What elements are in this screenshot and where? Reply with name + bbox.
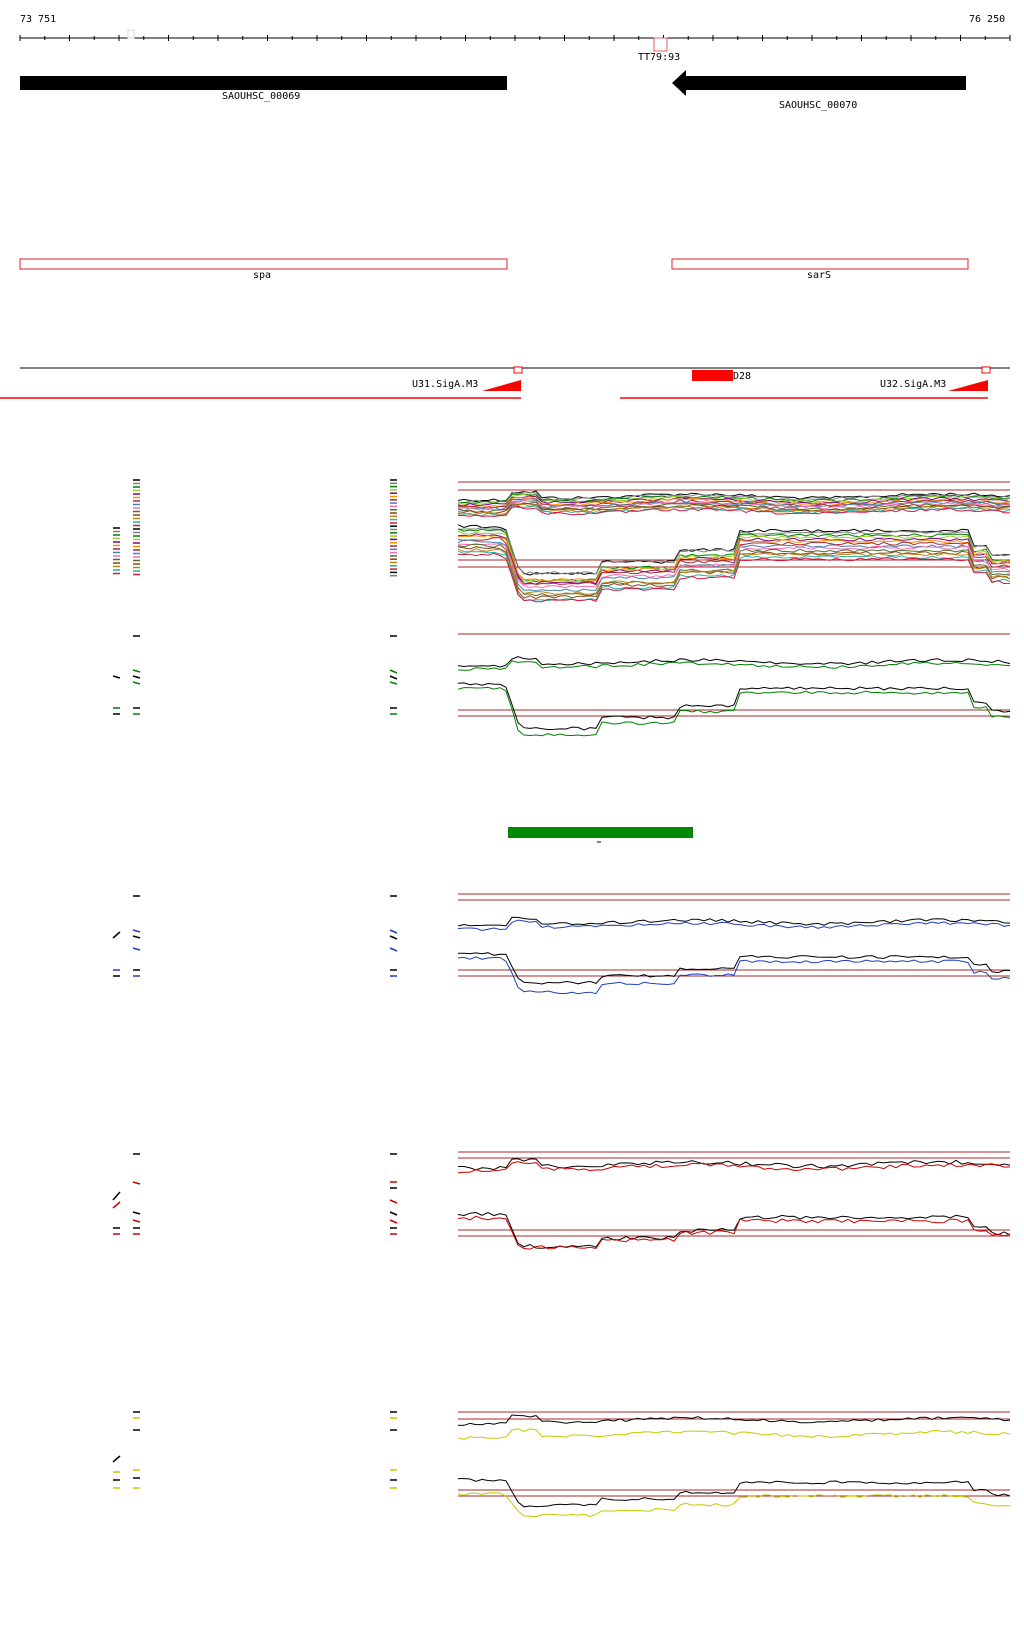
promoter-wedge-U32[interactable] bbox=[948, 380, 988, 391]
expression-trace-upper bbox=[458, 498, 1011, 509]
expression-trace-upper bbox=[457, 916, 1011, 927]
ruler-ticks bbox=[19, 35, 1011, 41]
expression-trace-lower bbox=[457, 956, 1011, 995]
series-glyph bbox=[132, 929, 141, 933]
gene-arrow-SAOUHSC_00070[interactable] bbox=[672, 70, 966, 96]
series-glyph bbox=[132, 681, 141, 685]
gene-box-spa[interactable] bbox=[19, 258, 508, 270]
expression-trace-lower bbox=[457, 686, 1011, 737]
promoter-track bbox=[0, 366, 1010, 399]
expression-trace-upper bbox=[457, 660, 1011, 671]
expression-trace-lower bbox=[457, 548, 1011, 595]
expression-trace-lower bbox=[457, 539, 1011, 592]
promoter-start-marker-U31 bbox=[513, 366, 523, 374]
series-glyph bbox=[389, 1219, 398, 1224]
series-glyph bbox=[112, 1455, 121, 1463]
expression-trace-upper bbox=[457, 502, 1011, 514]
region-bar[interactable] bbox=[508, 827, 693, 838]
ruler-gap-marker bbox=[127, 29, 135, 39]
gene-box-sarS[interactable] bbox=[671, 258, 969, 270]
expression-trace-upper bbox=[457, 493, 1011, 504]
expression-trace-lower bbox=[457, 534, 1011, 582]
expression-panel-4 bbox=[112, 1151, 1011, 1250]
expression-trace-upper bbox=[458, 499, 1011, 511]
promoter-label-U32: U32.SigA.M3 bbox=[880, 379, 947, 390]
expression-panel-3 bbox=[112, 893, 1011, 995]
series-glyph bbox=[112, 1201, 121, 1209]
expression-trace-upper bbox=[457, 490, 1011, 503]
expression-trace-upper bbox=[457, 1414, 1011, 1426]
coordinate-end-label: 76 250 bbox=[969, 14, 1006, 25]
gene-arrow-SAOUHSC_00069[interactable] bbox=[20, 76, 507, 90]
series-glyph bbox=[112, 675, 121, 679]
expression-trace-upper bbox=[457, 1161, 1011, 1174]
series-glyph bbox=[389, 947, 398, 952]
coordinate-start-label: 73 751 bbox=[20, 14, 57, 25]
promoter-label-U31: U31.SigA.M3 bbox=[412, 379, 479, 390]
expression-trace-lower bbox=[457, 546, 1011, 600]
expression-trace-lower bbox=[457, 952, 1011, 985]
expression-trace-lower bbox=[457, 682, 1011, 731]
series-glyph bbox=[132, 947, 141, 951]
expression-trace-lower bbox=[457, 552, 1011, 603]
gene-label-SAOUHSC_00069: SAOUHSC_00069 bbox=[222, 91, 301, 102]
expression-panel-1 bbox=[113, 479, 1011, 603]
feature-block-D28[interactable] bbox=[692, 370, 733, 381]
expression-trace-lower bbox=[458, 1478, 1011, 1508]
terminator-label: TT79:93 bbox=[638, 52, 681, 63]
expression-trace-upper bbox=[458, 1158, 1011, 1171]
series-glyph bbox=[389, 1211, 398, 1216]
series-glyph bbox=[132, 675, 141, 679]
series-glyph bbox=[389, 929, 398, 934]
expression-trace-upper bbox=[457, 919, 1011, 932]
gene-name-label-spa: spa bbox=[253, 270, 272, 281]
expression-trace-upper bbox=[457, 505, 1011, 517]
expression-trace-lower bbox=[457, 1492, 1011, 1518]
expression-trace-lower bbox=[457, 1215, 1011, 1250]
series-glyph bbox=[132, 1181, 141, 1185]
terminator-marker[interactable] bbox=[653, 37, 668, 52]
series-glyph bbox=[112, 931, 121, 939]
expression-trace-lower bbox=[457, 542, 1011, 589]
expression-trace-upper bbox=[457, 1428, 1011, 1440]
expression-trace-upper bbox=[457, 656, 1011, 668]
series-glyph bbox=[389, 681, 398, 685]
series-glyph bbox=[132, 935, 141, 939]
series-glyph bbox=[389, 669, 398, 674]
expression-trace-upper bbox=[457, 495, 1011, 507]
gene-label-SAOUHSC_00070: SAOUHSC_00070 bbox=[779, 100, 858, 111]
expression-trace-lower bbox=[457, 550, 1011, 602]
promoter-wedge-U31[interactable] bbox=[482, 380, 521, 391]
expression-trace-upper bbox=[457, 491, 1011, 504]
promoter-start-marker-U32 bbox=[981, 366, 991, 374]
expression-trace-lower bbox=[457, 527, 1011, 575]
series-glyph bbox=[112, 1191, 121, 1201]
series-glyph bbox=[132, 1211, 141, 1215]
coordinate-ruler bbox=[19, 29, 1011, 41]
series-glyph bbox=[389, 1199, 398, 1204]
expression-panel-5 bbox=[112, 1411, 1011, 1518]
series-glyph bbox=[132, 669, 141, 673]
series-glyph bbox=[389, 675, 398, 680]
series-glyph bbox=[132, 1219, 141, 1223]
gene-name-label-sarS: sarS bbox=[807, 270, 832, 281]
expression-trace-upper bbox=[457, 493, 1011, 506]
feature-label-D28: D28 bbox=[733, 371, 752, 382]
expression-trace-lower bbox=[457, 1211, 1011, 1249]
expression-panel-2 bbox=[112, 633, 1011, 737]
series-glyph bbox=[389, 935, 398, 940]
